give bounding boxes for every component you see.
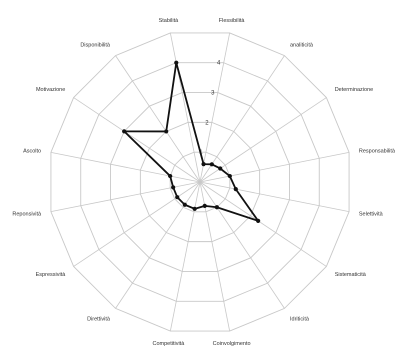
- spoke-13: [50, 151, 201, 183]
- series-1-point-12: [171, 185, 176, 190]
- category-label-3: Determinazione: [335, 87, 374, 93]
- category-label-7: Idriticità: [290, 317, 310, 323]
- radar-spokes: [50, 32, 350, 332]
- category-label-4: Responsabilità: [359, 148, 396, 154]
- series-1-point-1: [201, 162, 206, 167]
- series-1-point-6: [256, 218, 261, 223]
- category-label-9: Competitività: [152, 341, 185, 347]
- category-label-5: Selettività: [359, 212, 384, 218]
- spoke-7: [199, 181, 285, 309]
- series-1-point-3: [218, 166, 223, 171]
- series-layer: [122, 60, 261, 223]
- series-1-point-2: [209, 162, 214, 167]
- series-1-point-11: [175, 195, 180, 200]
- category-label-12: Reponsività: [12, 212, 42, 218]
- spoke-1: [199, 32, 231, 183]
- spoke-5: [199, 181, 350, 213]
- category-label-1: Flessibilità: [219, 18, 246, 24]
- spoke-16: [169, 32, 201, 183]
- category-label-2: analiticità: [290, 42, 314, 48]
- category-label-13: Ascolto: [23, 148, 41, 154]
- radial-tick-2: 2: [205, 120, 209, 126]
- series-1-point-16: [174, 60, 179, 65]
- series-1-point-5: [233, 187, 238, 192]
- spoke-2: [199, 55, 285, 183]
- series-1-point-8: [202, 203, 207, 208]
- series-1-point-15: [164, 129, 169, 134]
- series-1-point-9: [192, 206, 197, 211]
- series-1-line: [123, 61, 260, 222]
- category-label-16: Stabilità: [159, 18, 180, 24]
- radial-tick-3: 3: [211, 91, 215, 97]
- category-label-6: Sistematicità: [335, 272, 367, 278]
- radial-tick-4: 4: [217, 61, 221, 67]
- category-label-8: Coinvolgimento: [213, 341, 251, 347]
- spoke-15: [115, 55, 201, 183]
- spoke-4: [199, 151, 350, 183]
- spoke-6: [199, 181, 327, 267]
- series-1-point-4: [227, 173, 232, 179]
- category-label-10: Direttività: [87, 317, 111, 323]
- series-1-point-13: [168, 173, 173, 179]
- category-labels: Flessibilità analiticità Determinazione Res…: [12, 18, 396, 347]
- series-1-point-10: [182, 202, 187, 207]
- spoke-14: [73, 97, 201, 183]
- series-1-point-14: [122, 129, 127, 134]
- category-label-11: Espressività: [36, 272, 67, 278]
- category-label-14: Motivazione: [36, 87, 65, 93]
- category-label-15: Disponibilità: [80, 42, 111, 48]
- series-1-point-7: [214, 205, 219, 210]
